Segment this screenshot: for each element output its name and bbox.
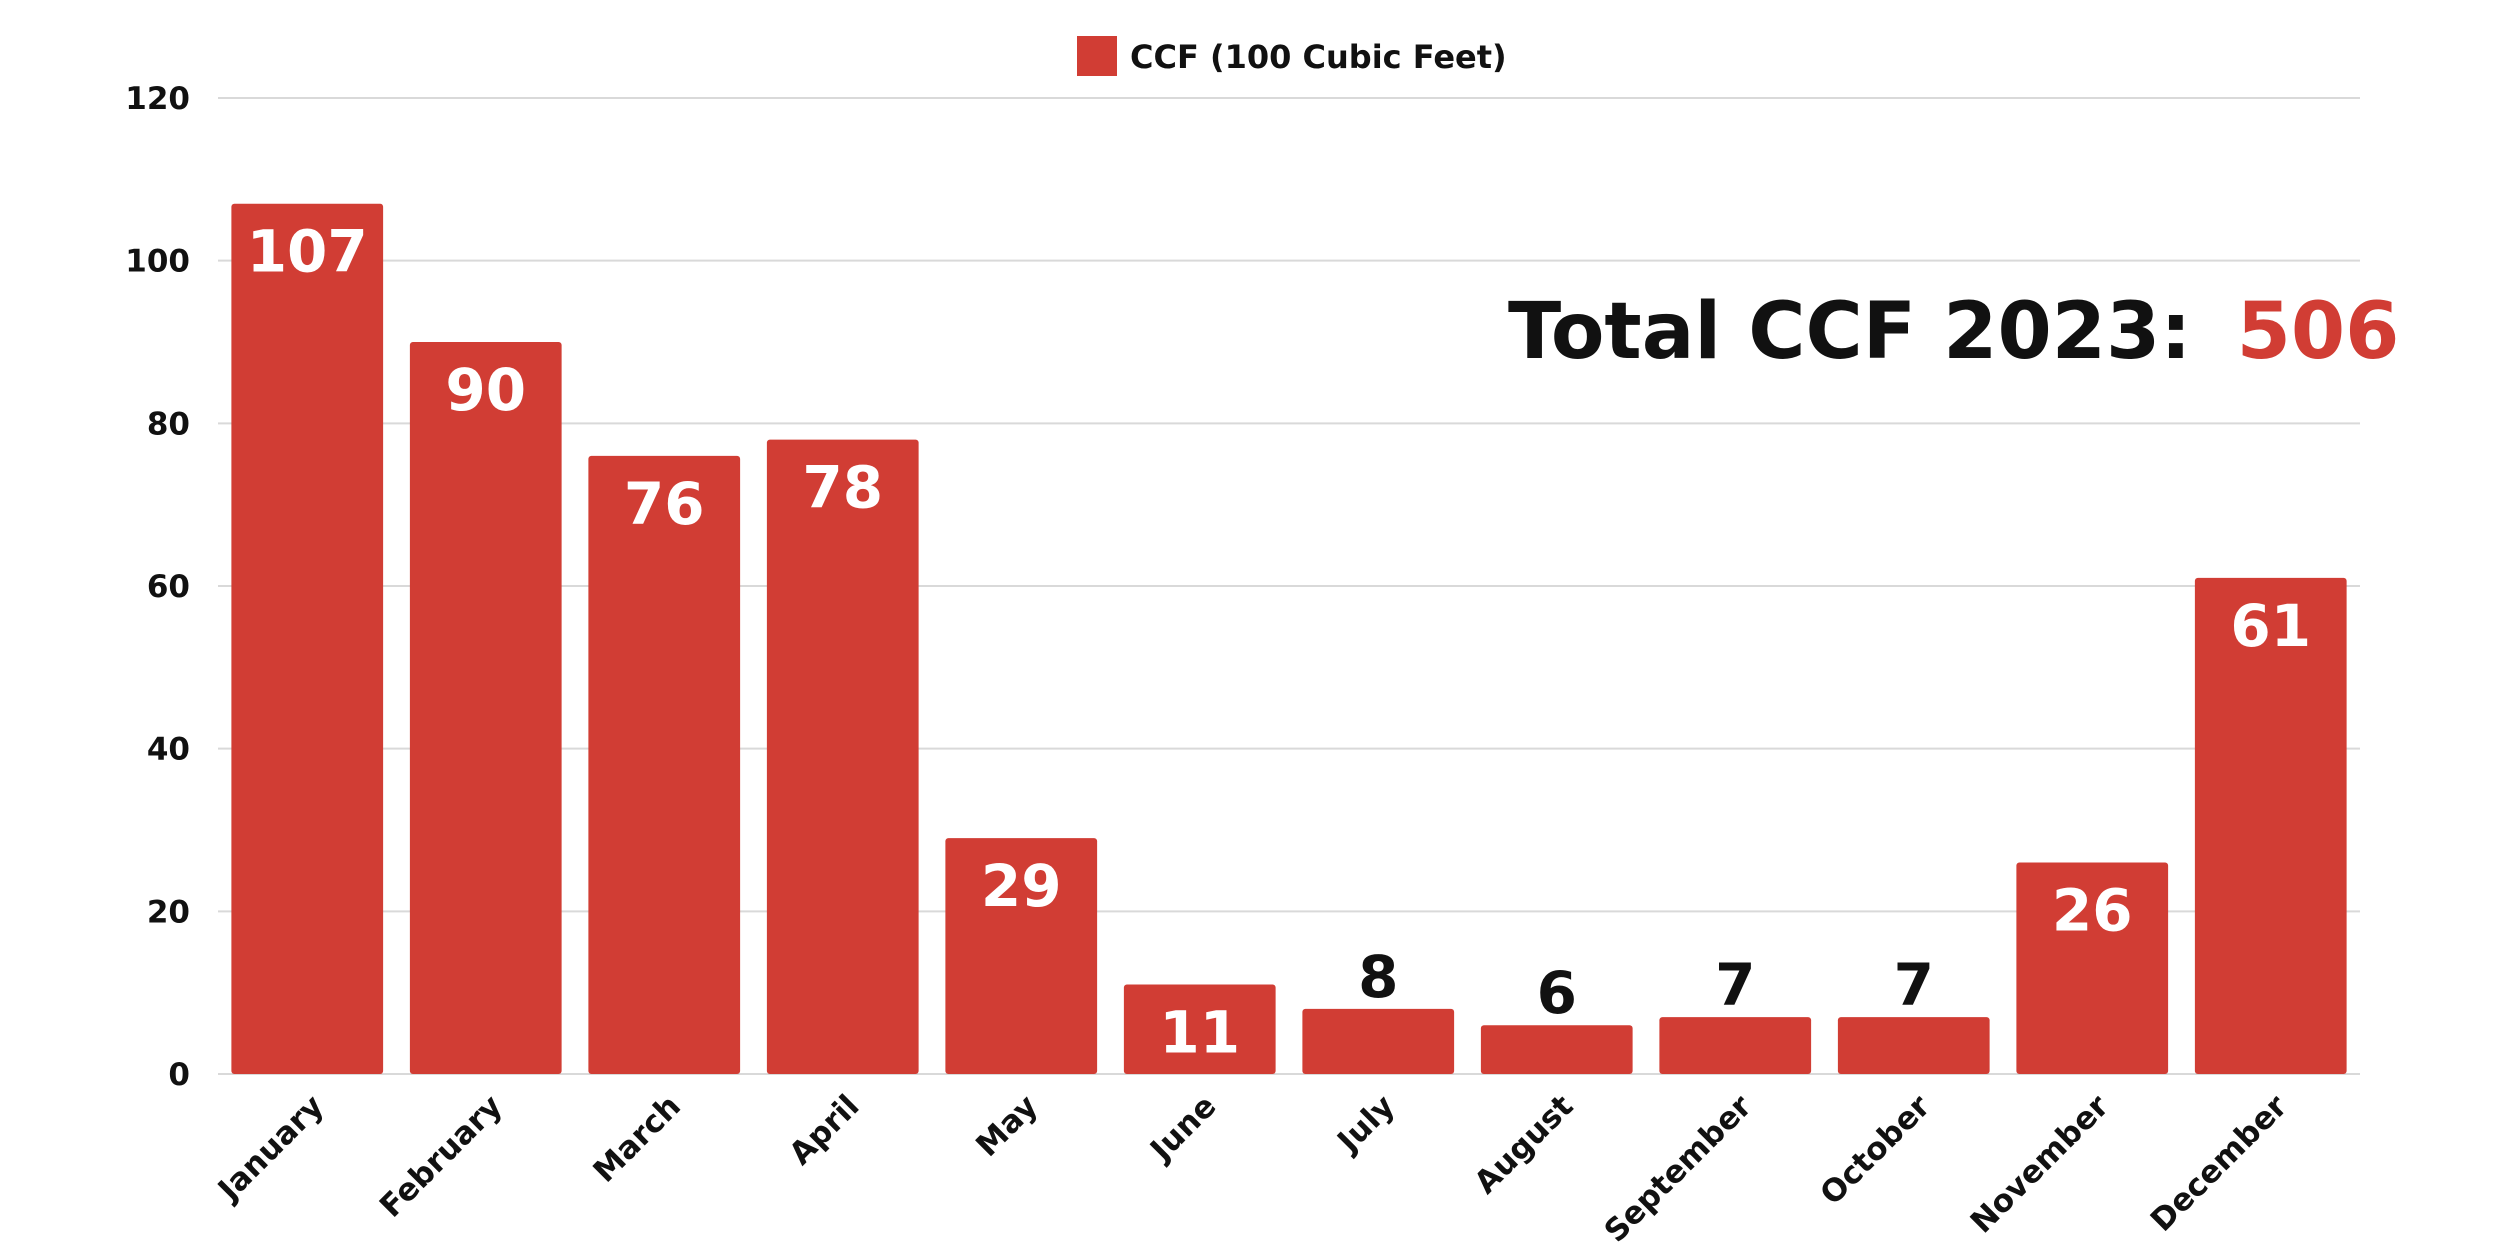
x-tick-label: August: [1468, 1088, 1581, 1201]
legend-swatch: [1077, 36, 1117, 76]
y-tick-label: 100: [125, 244, 190, 280]
bar-october: [1837, 1017, 1990, 1074]
x-tick-label: September: [1598, 1088, 1760, 1250]
bar-value-label: 11: [1159, 999, 1240, 1067]
gridlines: [218, 97, 2360, 1075]
bar-july: [1302, 1008, 1455, 1074]
x-tick-label: February: [373, 1088, 509, 1224]
bar-value-labels: 107 90 76 78 29 11 8 6 7 7 26 61: [247, 218, 2311, 1067]
total-label: Total CCF 2023:: [1508, 287, 2191, 377]
bar-june: [1123, 984, 1276, 1074]
bar-december: [2194, 577, 2347, 1074]
x-tick-label: December: [2144, 1088, 2295, 1239]
y-tick-label: 20: [147, 894, 190, 930]
x-tick-label: March: [586, 1088, 687, 1189]
y-axis-ticks: 0 20 40 60 80 100 120: [125, 81, 190, 1093]
y-tick-label: 60: [147, 569, 190, 605]
y-tick-label: 120: [125, 81, 190, 117]
bar-value-label: 90: [445, 356, 526, 424]
total-annotation: Total CCF 2023: 506: [1508, 287, 2399, 377]
bar-april: [766, 439, 919, 1075]
x-tick-label: June: [1142, 1088, 1223, 1169]
legend-label: CCF (100 Cubic Feet): [1130, 38, 1507, 76]
bar-value-label: 7: [1894, 951, 1934, 1019]
bar-value-label: 61: [2230, 592, 2311, 660]
bar-march: [588, 455, 741, 1074]
bar-may: [945, 838, 1098, 1074]
bar-value-label: 7: [1715, 951, 1755, 1019]
y-tick-label: 40: [147, 732, 190, 768]
bar-value-label: 8: [1358, 943, 1398, 1011]
y-tick-label: 80: [147, 406, 190, 442]
bar-value-label: 6: [1537, 959, 1577, 1027]
bar-august: [1480, 1025, 1633, 1074]
bar-value-label: 26: [2052, 877, 2133, 945]
x-tick-label: July: [1329, 1088, 1401, 1160]
bar-november: [2016, 862, 2169, 1074]
x-tick-label: May: [969, 1088, 1045, 1164]
bar-value-label: 78: [802, 454, 883, 522]
bar-value-label: 29: [981, 852, 1062, 920]
bar-september: [1659, 1017, 1812, 1074]
x-tick-label: November: [1964, 1088, 2117, 1241]
bar-value-label: 107: [247, 218, 368, 286]
x-tick-label: October: [1813, 1088, 1937, 1212]
bars: [231, 203, 2347, 1075]
bar-value-label: 76: [624, 470, 705, 538]
legend: CCF (100 Cubic Feet): [1077, 36, 1507, 76]
x-axis-labels: January February March April May June July Augu…: [210, 1088, 2295, 1250]
x-tick-label: April: [782, 1088, 866, 1172]
y-tick-label: 0: [168, 1057, 190, 1093]
bar-february: [409, 342, 562, 1074]
total-value: 506: [2237, 287, 2400, 377]
x-tick-label: January: [210, 1088, 331, 1209]
bar-january: [231, 203, 384, 1074]
